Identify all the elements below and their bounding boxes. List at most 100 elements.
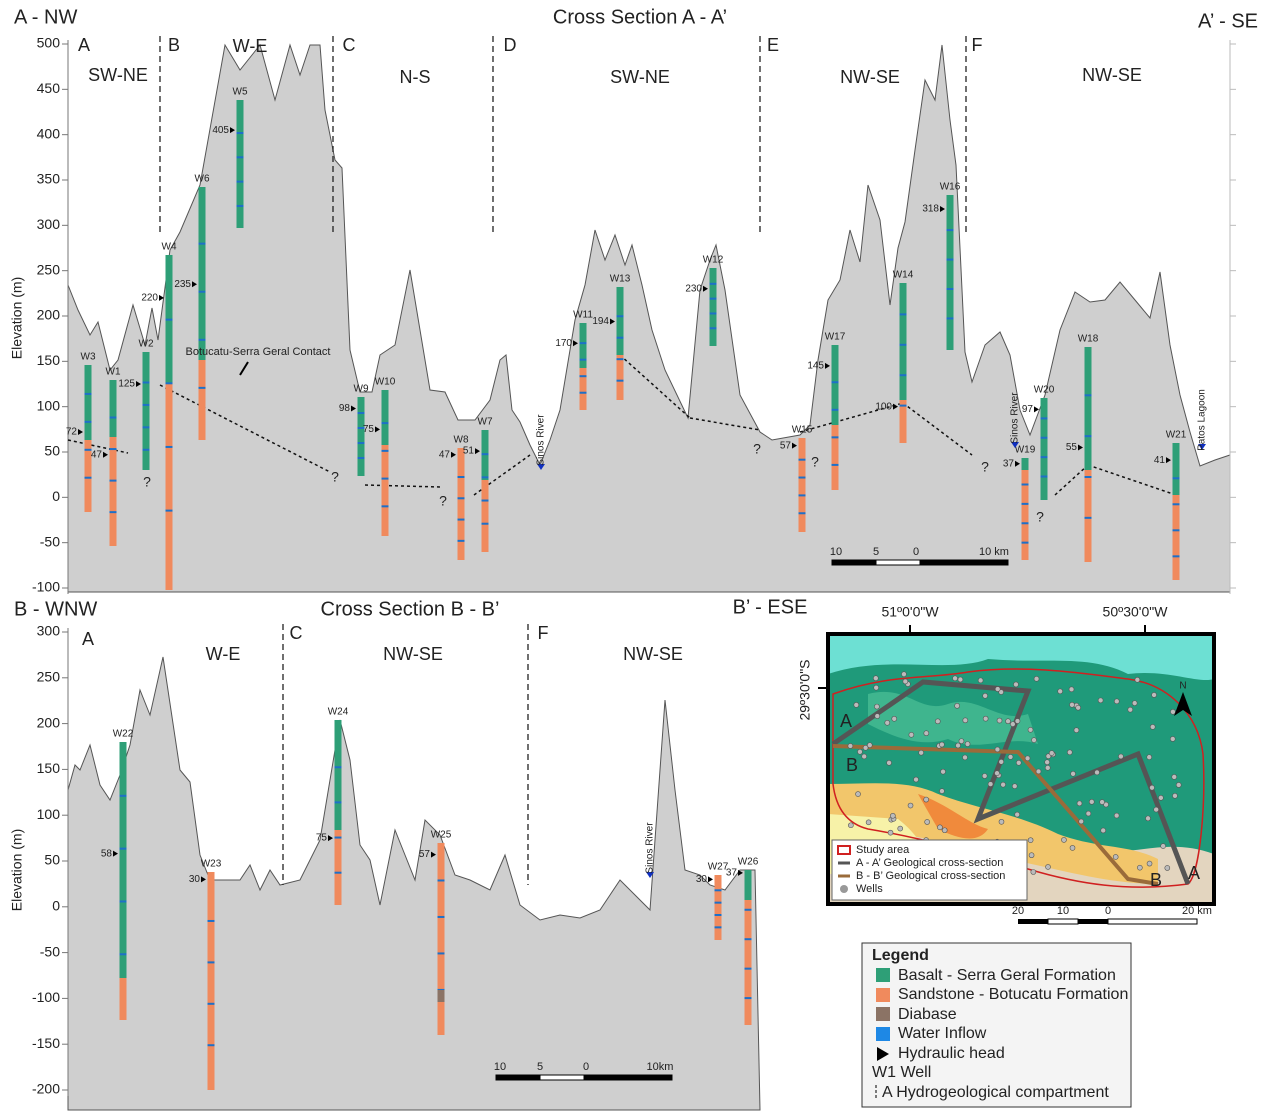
water-inflow — [832, 409, 839, 411]
well-name: W19 — [1015, 445, 1036, 456]
compartment-orientation: N-S — [400, 67, 431, 87]
map-well — [1101, 828, 1106, 833]
compartment-orientation: SW-NE — [88, 65, 148, 85]
map-well — [1006, 719, 1011, 724]
water-inflow — [237, 132, 244, 134]
water-inflow — [1085, 476, 1092, 478]
map-letter: A — [1188, 863, 1200, 883]
water-inflow — [237, 181, 244, 183]
map-well — [999, 819, 1004, 824]
map-well — [1058, 689, 1063, 694]
compartment-orientation: NW-SE — [383, 644, 443, 664]
map-well — [854, 702, 859, 707]
sandstone-column — [120, 978, 127, 1020]
map-well — [898, 826, 903, 831]
scale-segment — [876, 560, 920, 565]
water-inflow — [110, 448, 117, 450]
basalt-column — [1022, 458, 1029, 470]
head-label: 235 — [174, 279, 191, 290]
water-inflow — [1022, 542, 1029, 544]
legend-label: Hydraulic head — [898, 1045, 1005, 1062]
water-inflow — [799, 512, 806, 514]
map-well — [1079, 819, 1084, 824]
map-well — [1031, 738, 1036, 743]
water-inflow — [382, 505, 389, 507]
water-inflow — [199, 243, 206, 245]
water-inflow — [745, 909, 752, 911]
map-well — [953, 676, 958, 681]
head-label: 100 — [875, 401, 892, 412]
map-lon-label: 51º0'0"W — [881, 604, 939, 620]
section-a-right: A’ - SE — [1198, 10, 1258, 32]
y-tick-label: 50 — [44, 852, 60, 868]
map-well — [1095, 770, 1100, 775]
basalt-column — [710, 268, 717, 346]
water-inflow — [947, 229, 954, 231]
basalt-column — [335, 720, 342, 830]
y-tick-label: 150 — [37, 352, 61, 368]
compartment-letter: F — [972, 35, 983, 55]
map-well — [903, 679, 908, 684]
map-well — [1128, 707, 1133, 712]
map-well — [1154, 807, 1159, 812]
scale-segment — [964, 560, 1008, 565]
scale-label: 10 — [830, 546, 842, 558]
map-lon-label: 50º30'0"W — [1103, 604, 1169, 620]
well-name: W3 — [81, 352, 96, 363]
hydraulic-head — [1034, 406, 1039, 412]
map-well — [848, 743, 853, 748]
map-well — [956, 743, 961, 748]
water-inflow — [617, 358, 624, 360]
water-inflow — [745, 997, 752, 999]
map-well — [1070, 702, 1075, 707]
head-label: 57 — [419, 849, 431, 860]
map-well — [1025, 756, 1030, 761]
basalt-column — [947, 195, 954, 350]
basalt-column — [580, 323, 587, 368]
y-tick-label: 400 — [37, 125, 61, 141]
basalt-column — [382, 390, 389, 445]
legend-label: A Hydrogeological compartment — [882, 1084, 1109, 1101]
map-well — [939, 789, 944, 794]
basalt-column — [85, 365, 92, 440]
section-b-left: B - WNW — [14, 598, 97, 620]
y-axis-label: Elevation (m) — [9, 829, 25, 911]
water-inflow — [710, 327, 717, 329]
head-label: 145 — [807, 361, 824, 372]
water-inflow — [580, 392, 587, 394]
well-name: W1 — [106, 367, 121, 378]
water-inflow — [1085, 394, 1092, 396]
well-name: W14 — [893, 270, 914, 281]
compartment-letter: C — [290, 623, 303, 643]
water-inflow — [832, 381, 839, 383]
basalt-column — [745, 870, 752, 900]
head-label: 30 — [696, 874, 708, 885]
scale-segment — [920, 560, 964, 565]
water-inflow — [710, 298, 717, 300]
water-inflow — [745, 938, 752, 940]
compartment-orientation: NW-SE — [840, 67, 900, 87]
compartment-orientation: W-E — [206, 644, 241, 664]
basalt-column — [358, 397, 365, 476]
scale-label: 10 km — [979, 546, 1009, 558]
well-name: W23 — [201, 859, 222, 870]
water-inflow — [580, 375, 587, 377]
y-tick-label: -200 — [32, 1081, 60, 1097]
question-mark: ? — [1036, 509, 1044, 525]
sandstone-column — [199, 360, 206, 440]
map-well — [1114, 813, 1119, 818]
water-inflow — [1173, 477, 1180, 479]
figure: A - NW Cross Section A - A’ A’ - SE Elev… — [0, 0, 1279, 1115]
compartment-letter: B — [168, 35, 180, 55]
map-well — [1012, 784, 1017, 789]
water-inflow — [745, 968, 752, 970]
legend-label: Diabase — [898, 1006, 957, 1023]
section-a-left: A - NW — [14, 6, 77, 28]
head-label: 125 — [118, 379, 135, 390]
map-well — [866, 820, 871, 825]
head-label: 57 — [780, 440, 792, 451]
scale-segment — [1078, 919, 1108, 924]
well-name: W13 — [610, 274, 631, 285]
map-well — [1135, 677, 1140, 682]
head-label: 318 — [922, 204, 939, 215]
